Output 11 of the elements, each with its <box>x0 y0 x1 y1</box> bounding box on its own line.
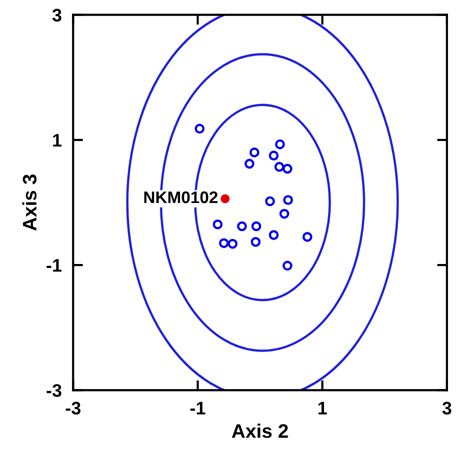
x-axis-title: Axis 2 <box>232 424 288 438</box>
x-tick-label: -3 <box>66 402 80 415</box>
y-tick-label: -3 <box>46 384 62 397</box>
x-tick-label: -1 <box>190 402 206 414</box>
y-axis-title: Axis 3 <box>22 174 37 231</box>
y-tick-label: 3 <box>52 8 62 22</box>
y-tick-label: 1 <box>53 134 62 146</box>
annotation: NKM0102 <box>144 191 218 204</box>
y-tick-label: -1 <box>46 259 62 272</box>
x-tick-label: 1 <box>318 402 327 414</box>
x-tick-label: 3 <box>442 402 452 415</box>
